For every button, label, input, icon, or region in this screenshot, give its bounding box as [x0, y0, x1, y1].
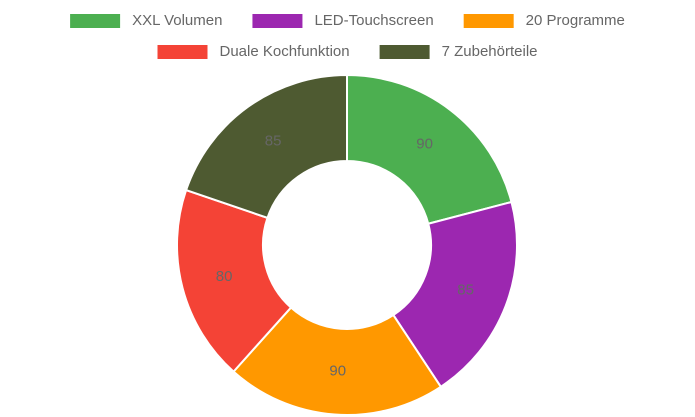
legend-item: XXL Volumen: [70, 12, 222, 29]
data-label: 90: [416, 135, 433, 152]
legend-label: LED-Touchscreen: [314, 12, 433, 29]
legend-item: LED-Touchscreen: [252, 12, 434, 29]
legend-label: 20 Programme: [526, 12, 625, 29]
legend-item: 20 Programme: [463, 12, 625, 29]
legend-label: XXL Volumen: [132, 12, 222, 29]
doughnut-slice: [176, 188, 293, 374]
data-label: 90: [329, 363, 346, 380]
doughnut-slice: [184, 73, 348, 220]
legend-swatch: [252, 14, 303, 28]
data-label: 80: [216, 268, 233, 285]
legend-item: Duale Kochfunktion: [157, 43, 350, 60]
legend-swatch: [463, 14, 514, 28]
legend-label: Duale Kochfunktion: [220, 43, 350, 60]
legend-swatch: [157, 45, 208, 59]
legend-swatch: [379, 45, 430, 59]
legend-item: 7 Zubehörteile: [379, 43, 538, 60]
data-label: 85: [265, 133, 282, 150]
doughnut-slice: [391, 200, 518, 389]
doughnut-slice: [346, 73, 513, 225]
legend-label: 7 Zubehörteile: [442, 43, 538, 60]
data-label: 85: [457, 281, 474, 298]
doughnut-slice: [232, 306, 443, 416]
legend-swatch: [70, 14, 121, 28]
